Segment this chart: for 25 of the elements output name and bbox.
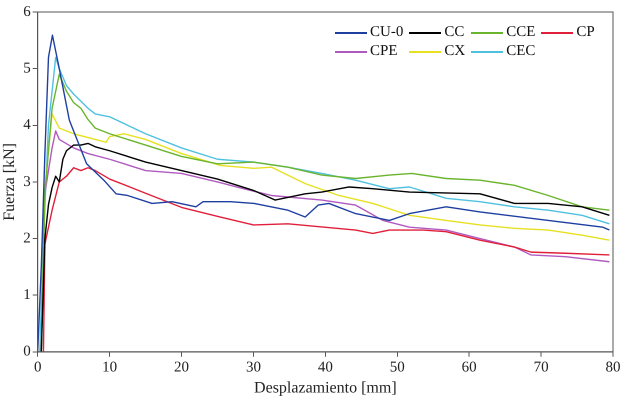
legend-label: CC xyxy=(444,24,464,41)
x-tick-label: 30 xyxy=(246,360,261,376)
x-tick-label: 10 xyxy=(102,360,118,376)
x-axis-title: Desplazamiento [mm] xyxy=(254,380,397,397)
legend-label: CU-0 xyxy=(370,24,404,41)
x-tick-label: 50 xyxy=(390,360,405,376)
y-tick-label: 4 xyxy=(23,117,32,134)
x-tick-label: 20 xyxy=(174,360,190,376)
x-tick-label: 0 xyxy=(34,360,42,376)
x-tick-label: 60 xyxy=(462,360,477,376)
legend-label: CCE xyxy=(506,24,536,41)
y-axis-title: Fuerza [kN] xyxy=(0,143,18,221)
legend-label: CX xyxy=(444,43,466,60)
legend-label: CEC xyxy=(506,43,536,60)
y-tick-label: 6 xyxy=(23,4,32,20)
y-tick-label: 1 xyxy=(23,287,31,304)
x-tick-label: 80 xyxy=(606,360,620,376)
y-tick-label: 2 xyxy=(23,230,31,246)
legend-label: CP xyxy=(576,24,595,41)
y-tick-label: 0 xyxy=(23,344,31,360)
y-tick-label: 5 xyxy=(23,60,31,77)
y-tick-label: 3 xyxy=(23,174,31,190)
x-tick-label: 70 xyxy=(534,360,549,376)
x-tick-label: 40 xyxy=(318,360,333,376)
legend-label: CPE xyxy=(370,43,398,60)
